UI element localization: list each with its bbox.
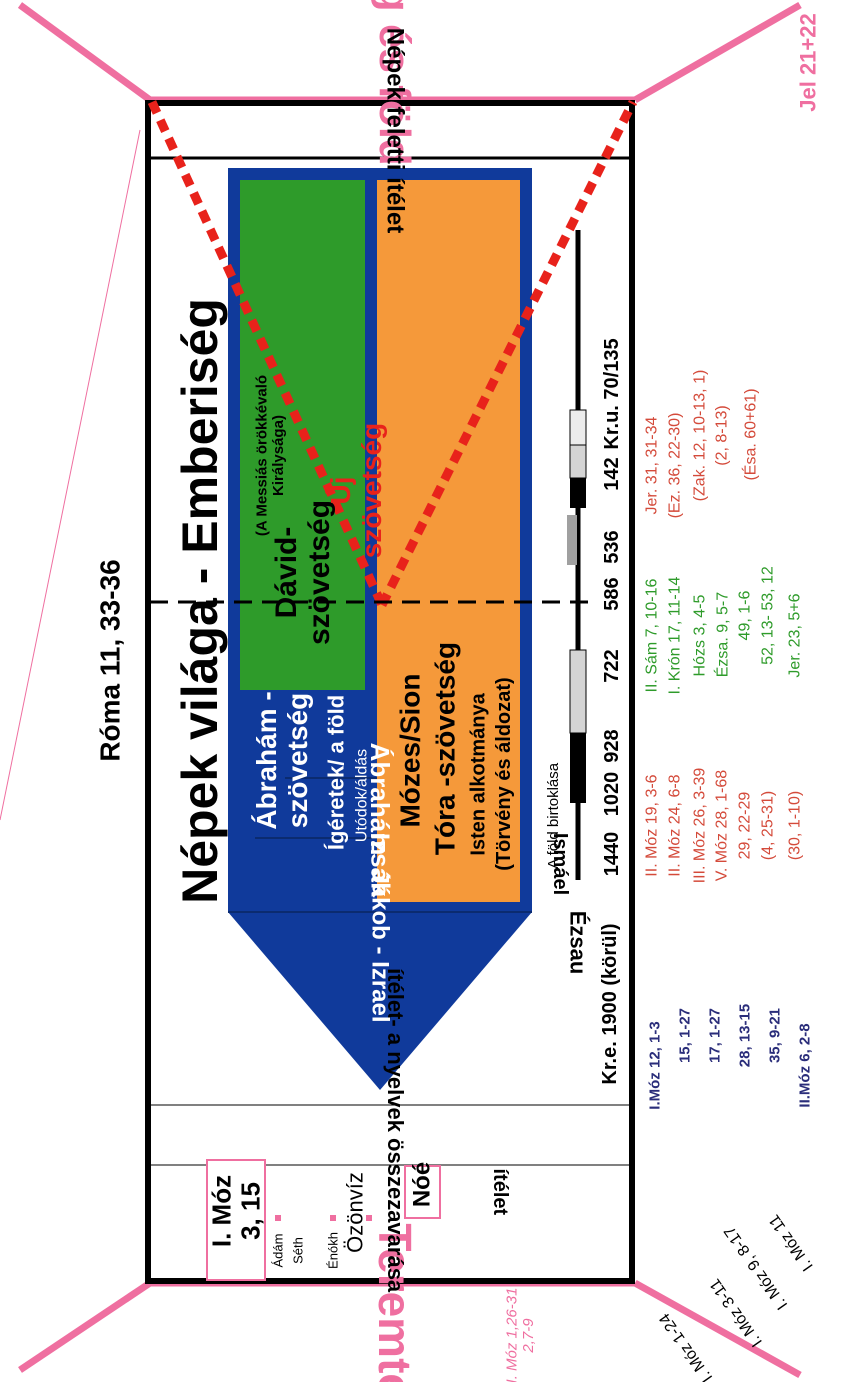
patriarch-jacob: Jákob - Izrael bbox=[367, 870, 394, 1022]
tongues-judgment: ítélet- a nyelvek összezavarása bbox=[383, 968, 408, 1293]
noah-label: Nóé bbox=[409, 1162, 436, 1207]
gen-reference: I. Móz 11 bbox=[766, 1211, 817, 1274]
esau-label: Ézsau bbox=[566, 911, 591, 975]
tora-covenant-sub2: (Törvény és áldozat) bbox=[493, 677, 515, 870]
moses-reference: V. Móz 28, 1-68 bbox=[714, 770, 731, 882]
main-title: Népek világa - Emberiség bbox=[172, 298, 228, 904]
moses-reference: 29, 22-29 bbox=[737, 792, 754, 860]
david-reference: Ézsa. 9, 5-7 bbox=[713, 592, 732, 677]
patriarch-isaac: Izsák bbox=[365, 833, 395, 897]
new-covenant-reference: (Ez. 36, 22-30) bbox=[667, 413, 684, 519]
timeline-year: 1020 bbox=[601, 772, 623, 817]
timeline bbox=[567, 230, 587, 880]
new-covenant-reference: (Ésa. 60+61) bbox=[741, 388, 760, 480]
timeline-year: 722 bbox=[601, 649, 623, 682]
abraham-reference: 15, 1-27 bbox=[677, 1008, 694, 1063]
abraham-reference: 17, 1-27 bbox=[707, 1008, 724, 1063]
david-reference: Hózs 3, 4-5 bbox=[692, 595, 709, 677]
abraham-covenant-sub: Ígéretek/ a föld bbox=[324, 695, 349, 850]
moses-reference: II. Móz 24, 6-8 bbox=[667, 774, 684, 876]
david-reference: II. Sám 7, 10-16 bbox=[644, 579, 661, 693]
timeline-bar-black-2 bbox=[570, 478, 586, 508]
adam-label: Ádám bbox=[271, 1234, 286, 1268]
creation-references: I. Móz 1,26-312,7-9 bbox=[503, 1288, 537, 1382]
timeline-bar-gray-2 bbox=[567, 515, 577, 565]
new-covenant-reference: (2, 8-13) bbox=[714, 405, 731, 465]
enoch-label: Énókh bbox=[326, 1232, 341, 1269]
timeline-year: 142 bbox=[601, 457, 623, 490]
new-covenant-reference: (Zak. 12, 10-13, 1) bbox=[692, 370, 709, 502]
adam-marker bbox=[275, 1215, 281, 1221]
gen-315-box bbox=[206, 1159, 266, 1281]
abraham-reference: I.Móz 12, 1-3 bbox=[647, 1021, 664, 1109]
timeline-year: 586 bbox=[601, 577, 623, 610]
ishmael-label: Ismáel bbox=[549, 833, 571, 895]
david-reference: I. Krón 17, 11-14 bbox=[667, 576, 684, 694]
timeline-years: 1440 1020 928 722 586 536 142 Kr.u. 70/135 bbox=[601, 338, 623, 876]
tora-covenant-title: Mózes/Sion bbox=[395, 673, 426, 827]
timeline-year: 928 bbox=[601, 729, 623, 762]
patriarch-abraham: Ábrahám bbox=[365, 743, 395, 856]
tora-covenant-sub: Isten alkotmánya bbox=[467, 692, 489, 855]
timeline-year: 536 bbox=[601, 530, 623, 563]
new-covenant-v bbox=[147, 99, 638, 608]
top-reference: Jel 21+22 bbox=[796, 13, 821, 111]
abraham-reference: 35, 9-21 bbox=[767, 1008, 784, 1063]
moses-reference: (30, 1-10) bbox=[787, 791, 804, 860]
david-reference: 49, 1-6 bbox=[737, 591, 754, 641]
thin-pink-diagonal bbox=[0, 129, 141, 821]
timeline-bar-black-1 bbox=[570, 733, 586, 803]
flood-marker bbox=[366, 1215, 372, 1221]
abraham-covenant-title: Ábrahám -szövetség bbox=[251, 691, 313, 829]
land-possession: A föld birtoklása bbox=[545, 762, 562, 869]
timeline-bar-light-1 bbox=[569, 409, 587, 446]
abraham-reference: II.Móz 6, 2-8 bbox=[797, 1023, 814, 1107]
new-covenant-title: Újszövetség bbox=[325, 423, 387, 558]
moses-reference: (4, 25-31) bbox=[760, 791, 777, 860]
gen-315-line1: I. Móz3, 15 bbox=[207, 1175, 266, 1247]
timeline-year: 1440 bbox=[601, 832, 623, 877]
moses-reference: II. Móz 19, 3-6 bbox=[644, 774, 661, 876]
david-covenant-sub: (A Messiás örökkévalóKirálysága) bbox=[253, 375, 287, 536]
new-covenant-reference: Jer. 31, 31-34 bbox=[644, 417, 661, 515]
david-reference: 52, 13- 53, 12 bbox=[760, 566, 777, 665]
tora-covenant-box bbox=[377, 180, 520, 902]
seth-label: Séth bbox=[291, 1237, 306, 1264]
timeline-bar-gray-1 bbox=[569, 649, 587, 734]
abraham-covenant-sub2: Utódok/áldás bbox=[354, 749, 371, 842]
top-title: Új ég és föld bbox=[370, 0, 420, 166]
tora-covenant-title2: Tóra -szövetség bbox=[430, 642, 461, 855]
flood-label: Özönvíz bbox=[343, 1172, 368, 1253]
enoch-marker bbox=[330, 1215, 336, 1221]
moses-reference: III. Móz 26, 3-39 bbox=[692, 768, 709, 884]
romans-reference: Róma 11, 33-36 bbox=[95, 559, 126, 761]
noah-box bbox=[404, 1165, 441, 1219]
references: I. Móz 1-24I. Móz 3-11I. Móz 9, 8-17I. M… bbox=[644, 370, 817, 1382]
timeline-start: Kr.e. 1900 (körül) bbox=[599, 923, 621, 1084]
timeline-year: Kr.u. 70/135 bbox=[601, 338, 623, 449]
david-reference: Jer. 23, 5+6 bbox=[787, 593, 804, 677]
flood-judgment: ítélet bbox=[489, 1168, 511, 1215]
abraham-reference: 28, 13-15 bbox=[737, 1004, 754, 1067]
judgment-over-nations: Népek feletti ítélet bbox=[382, 28, 409, 233]
timeline-bar-gray-3 bbox=[569, 444, 587, 479]
gen-315-label: I. Móz3, 15 bbox=[207, 1175, 266, 1247]
david-covenant-title: Dávid-szövetség bbox=[270, 500, 336, 645]
bottom-title: Teremtés bbox=[369, 1223, 421, 1382]
